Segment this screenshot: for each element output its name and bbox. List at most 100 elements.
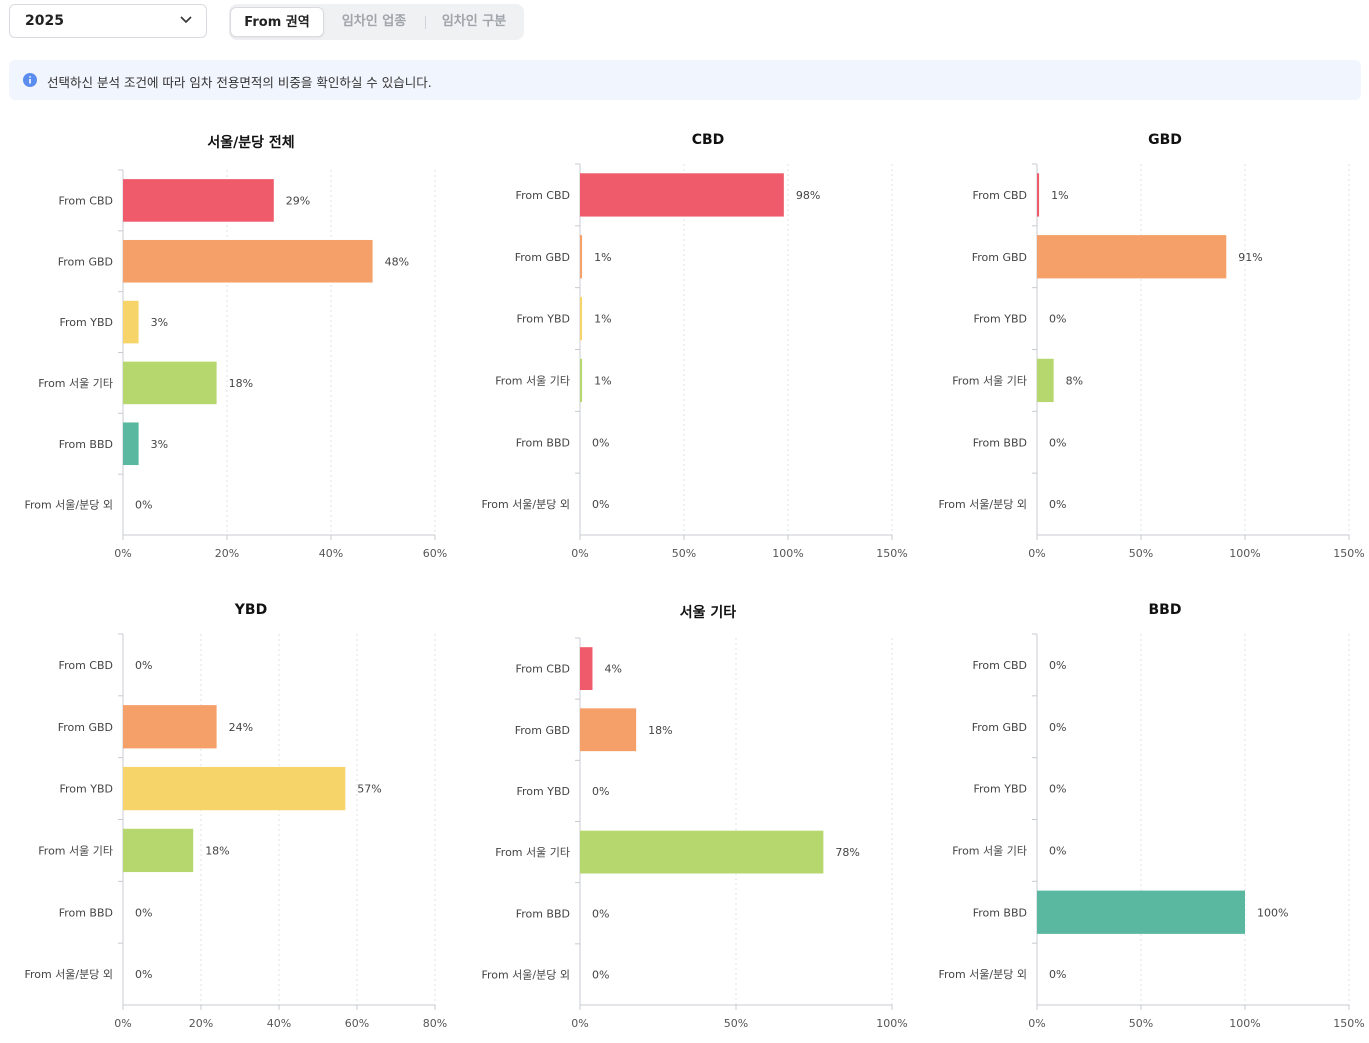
category-label: From BBD <box>59 906 113 919</box>
bar <box>123 239 373 283</box>
data-label: 1% <box>594 374 611 387</box>
chart-title: 서울 기타 <box>680 604 737 621</box>
category-label: From BBD <box>516 436 570 449</box>
view-tabs: From 권역 임차인 업종 임차인 구분 <box>229 4 524 40</box>
category-label: From 서울/분당 외 <box>938 968 1027 981</box>
category-label: From 서울/분당 외 <box>481 968 570 981</box>
info-text: 선택하신 분석 조건에 따라 임차 전용면적의 비중을 확인하실 수 있습니다. <box>47 75 432 90</box>
bar <box>1037 235 1227 279</box>
category-label: From 서울 기타 <box>38 844 113 857</box>
category-label: From YBD <box>974 313 1028 326</box>
tab-tenant-industry[interactable]: 임차인 업종 <box>341 14 407 29</box>
category-label: From 서울/분당 외 <box>24 499 113 512</box>
year-select-value: 2025 <box>25 13 64 29</box>
x-tick-label: 60% <box>423 547 447 560</box>
data-label: 0% <box>1049 968 1066 981</box>
x-tick-label: 150% <box>876 547 907 560</box>
category-label: From 서울 기타 <box>952 844 1027 857</box>
tab-tenant-type[interactable]: 임차인 구분 <box>441 14 507 29</box>
bar-chart-3: GBD 0% 50% 100% 150% From CBD 1% From GBD 91% Fro… <box>938 132 1364 560</box>
x-tick-label: 150% <box>1333 1017 1364 1030</box>
x-tick-label: 50% <box>672 547 696 560</box>
data-label: 1% <box>594 313 611 326</box>
x-tick-label: 40% <box>319 547 343 560</box>
data-label: 48% <box>385 255 409 268</box>
info-banner: 선택하신 분석 조건에 따라 임차 전용면적의 비중을 확인하실 수 있습니다. <box>9 60 1361 100</box>
data-label: 18% <box>229 377 253 390</box>
data-label: 18% <box>205 844 229 857</box>
data-label: 0% <box>1049 721 1066 734</box>
data-label: 0% <box>135 968 152 981</box>
data-label: 8% <box>1066 374 1083 387</box>
data-label: 78% <box>835 846 859 859</box>
data-label: 0% <box>592 785 609 798</box>
category-label: From BBD <box>973 436 1027 449</box>
category-label: From GBD <box>515 724 570 737</box>
data-label: 0% <box>1049 659 1066 672</box>
data-label: 0% <box>592 907 609 920</box>
data-label: 0% <box>592 436 609 449</box>
bar <box>1037 890 1245 934</box>
data-label: 3% <box>151 438 168 451</box>
data-label: 0% <box>1049 436 1066 449</box>
chart-title: CBD <box>692 132 725 148</box>
bar <box>1037 358 1054 403</box>
category-label: From 서울 기타 <box>495 846 570 859</box>
category-label: From YBD <box>517 785 571 798</box>
x-tick-label: 0% <box>1028 547 1045 560</box>
tab-from-region[interactable]: From 권역 <box>230 7 324 37</box>
category-label: From 서울/분당 외 <box>938 498 1027 511</box>
data-label: 1% <box>1051 189 1068 202</box>
bar <box>123 828 194 873</box>
bar-chart-5: 서울 기타 0% 50% 100% From CBD 4% From GBD 18% From … <box>481 604 907 1030</box>
category-label: From CBD <box>516 663 570 676</box>
chart-title: GBD <box>1148 132 1182 148</box>
x-tick-label: 0% <box>114 1017 131 1030</box>
data-label: 4% <box>604 663 621 676</box>
category-label: From 서울 기타 <box>38 377 113 390</box>
data-label: 100% <box>1257 906 1288 919</box>
data-label: 0% <box>135 659 152 672</box>
category-label: From CBD <box>59 194 113 207</box>
bar <box>580 358 583 403</box>
bar <box>580 173 784 217</box>
data-label: 1% <box>594 251 611 264</box>
category-label: From CBD <box>973 189 1027 202</box>
x-tick-label: 0% <box>571 547 588 560</box>
category-label: From BBD <box>516 907 570 920</box>
category-label: From YBD <box>60 316 114 329</box>
bar <box>123 361 217 405</box>
data-label: 91% <box>1238 251 1262 264</box>
data-label: 3% <box>151 316 168 329</box>
bar <box>580 830 824 874</box>
bar <box>580 235 583 279</box>
bar <box>123 705 217 749</box>
x-tick-label: 0% <box>1028 1017 1045 1030</box>
year-select[interactable]: 2025 <box>9 4 207 38</box>
data-label: 0% <box>1049 313 1066 326</box>
category-label: From BBD <box>973 906 1027 919</box>
data-label: 29% <box>286 194 310 207</box>
bar <box>123 422 139 466</box>
data-label: 0% <box>592 498 609 511</box>
data-label: 24% <box>229 721 253 734</box>
bar-chart-1: 서울/분당 전체 0% 20% 40% 60% From CBD 29% From GBD 48… <box>24 134 447 560</box>
bar <box>123 179 274 222</box>
x-tick-label: 50% <box>1129 547 1153 560</box>
bar <box>580 647 593 690</box>
category-label: From YBD <box>60 783 114 796</box>
bar <box>580 708 637 752</box>
x-tick-label: 0% <box>571 1017 588 1030</box>
category-label: From CBD <box>59 659 113 672</box>
x-tick-label: 20% <box>189 1017 213 1030</box>
data-label: 0% <box>1049 844 1066 857</box>
x-tick-label: 50% <box>1129 1017 1153 1030</box>
chart-title: BBD <box>1149 602 1182 618</box>
category-label: From GBD <box>972 251 1027 264</box>
data-label: 0% <box>135 906 152 919</box>
category-label: From BBD <box>59 438 113 451</box>
category-label: From 서울/분당 외 <box>24 968 113 981</box>
x-tick-label: 100% <box>1229 1017 1260 1030</box>
x-tick-label: 50% <box>724 1017 748 1030</box>
bar <box>123 766 346 811</box>
